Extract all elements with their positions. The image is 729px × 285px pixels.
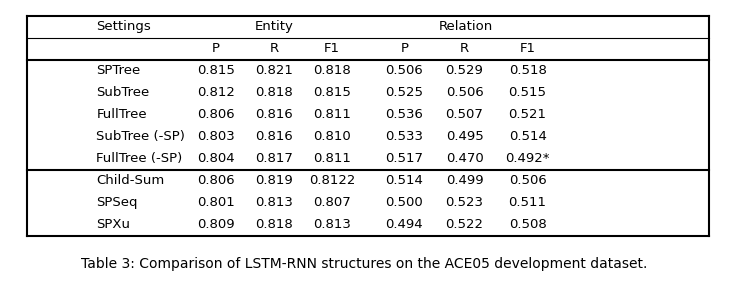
Text: R: R xyxy=(460,42,469,55)
Text: 0.8122: 0.8122 xyxy=(308,174,355,187)
Text: 0.819: 0.819 xyxy=(255,174,293,187)
Text: 0.507: 0.507 xyxy=(445,108,483,121)
Text: 0.506: 0.506 xyxy=(445,86,483,99)
Text: 0.806: 0.806 xyxy=(197,108,235,121)
Text: F1: F1 xyxy=(324,42,340,55)
Text: 0.812: 0.812 xyxy=(197,86,235,99)
Text: 0.801: 0.801 xyxy=(197,196,235,209)
Text: Relation: Relation xyxy=(438,20,493,33)
Text: R: R xyxy=(269,42,278,55)
Text: 0.816: 0.816 xyxy=(255,108,293,121)
Text: 0.523: 0.523 xyxy=(445,196,483,209)
Text: 0.811: 0.811 xyxy=(313,152,351,165)
Text: 0.817: 0.817 xyxy=(255,152,293,165)
Text: 0.816: 0.816 xyxy=(255,130,293,143)
Text: 0.515: 0.515 xyxy=(509,86,547,99)
Text: 0.506: 0.506 xyxy=(386,64,424,77)
Text: SubTree: SubTree xyxy=(96,86,149,99)
Text: 0.810: 0.810 xyxy=(313,130,351,143)
Text: 0.806: 0.806 xyxy=(197,174,235,187)
Text: FullTree (-SP): FullTree (-SP) xyxy=(96,152,182,165)
Text: 0.533: 0.533 xyxy=(386,130,424,143)
Text: 0.511: 0.511 xyxy=(509,196,547,209)
Text: 0.508: 0.508 xyxy=(509,218,547,231)
Text: 0.809: 0.809 xyxy=(197,218,235,231)
Text: 0.494: 0.494 xyxy=(386,218,423,231)
Text: SPTree: SPTree xyxy=(96,64,141,77)
Text: 0.514: 0.514 xyxy=(509,130,547,143)
Text: Child-Sum: Child-Sum xyxy=(96,174,165,187)
Text: 0.521: 0.521 xyxy=(509,108,547,121)
Text: SPXu: SPXu xyxy=(96,218,130,231)
Text: 0.815: 0.815 xyxy=(313,86,351,99)
Text: Table 3: Comparison of LSTM-RNN structures on the ACE05 development dataset.: Table 3: Comparison of LSTM-RNN structur… xyxy=(82,257,647,271)
Text: 0.803: 0.803 xyxy=(197,130,235,143)
Text: 0.499: 0.499 xyxy=(445,174,483,187)
Text: 0.536: 0.536 xyxy=(386,108,424,121)
Text: 0.495: 0.495 xyxy=(445,130,483,143)
Text: 0.818: 0.818 xyxy=(255,218,293,231)
Text: 0.818: 0.818 xyxy=(255,86,293,99)
Text: 0.807: 0.807 xyxy=(313,196,351,209)
Text: Entity: Entity xyxy=(254,20,293,33)
Text: 0.500: 0.500 xyxy=(386,196,424,209)
Text: 0.821: 0.821 xyxy=(255,64,293,77)
Text: 0.811: 0.811 xyxy=(313,108,351,121)
Text: SubTree (-SP): SubTree (-SP) xyxy=(96,130,185,143)
Text: Settings: Settings xyxy=(96,20,151,33)
Text: 0.517: 0.517 xyxy=(386,152,424,165)
Text: 0.506: 0.506 xyxy=(509,174,547,187)
Text: 0.522: 0.522 xyxy=(445,218,483,231)
Text: 0.818: 0.818 xyxy=(313,64,351,77)
Text: 0.470: 0.470 xyxy=(445,152,483,165)
Text: FullTree: FullTree xyxy=(96,108,147,121)
Text: 0.525: 0.525 xyxy=(386,86,424,99)
Text: 0.514: 0.514 xyxy=(386,174,424,187)
Text: SPSeq: SPSeq xyxy=(96,196,138,209)
Text: 0.492*: 0.492* xyxy=(505,152,550,165)
Text: 0.813: 0.813 xyxy=(255,196,293,209)
Text: 0.815: 0.815 xyxy=(197,64,235,77)
Text: P: P xyxy=(212,42,220,55)
Text: 0.518: 0.518 xyxy=(509,64,547,77)
Text: 0.529: 0.529 xyxy=(445,64,483,77)
Text: 0.813: 0.813 xyxy=(313,218,351,231)
Text: 0.804: 0.804 xyxy=(197,152,235,165)
Text: F1: F1 xyxy=(520,42,536,55)
Text: P: P xyxy=(400,42,408,55)
